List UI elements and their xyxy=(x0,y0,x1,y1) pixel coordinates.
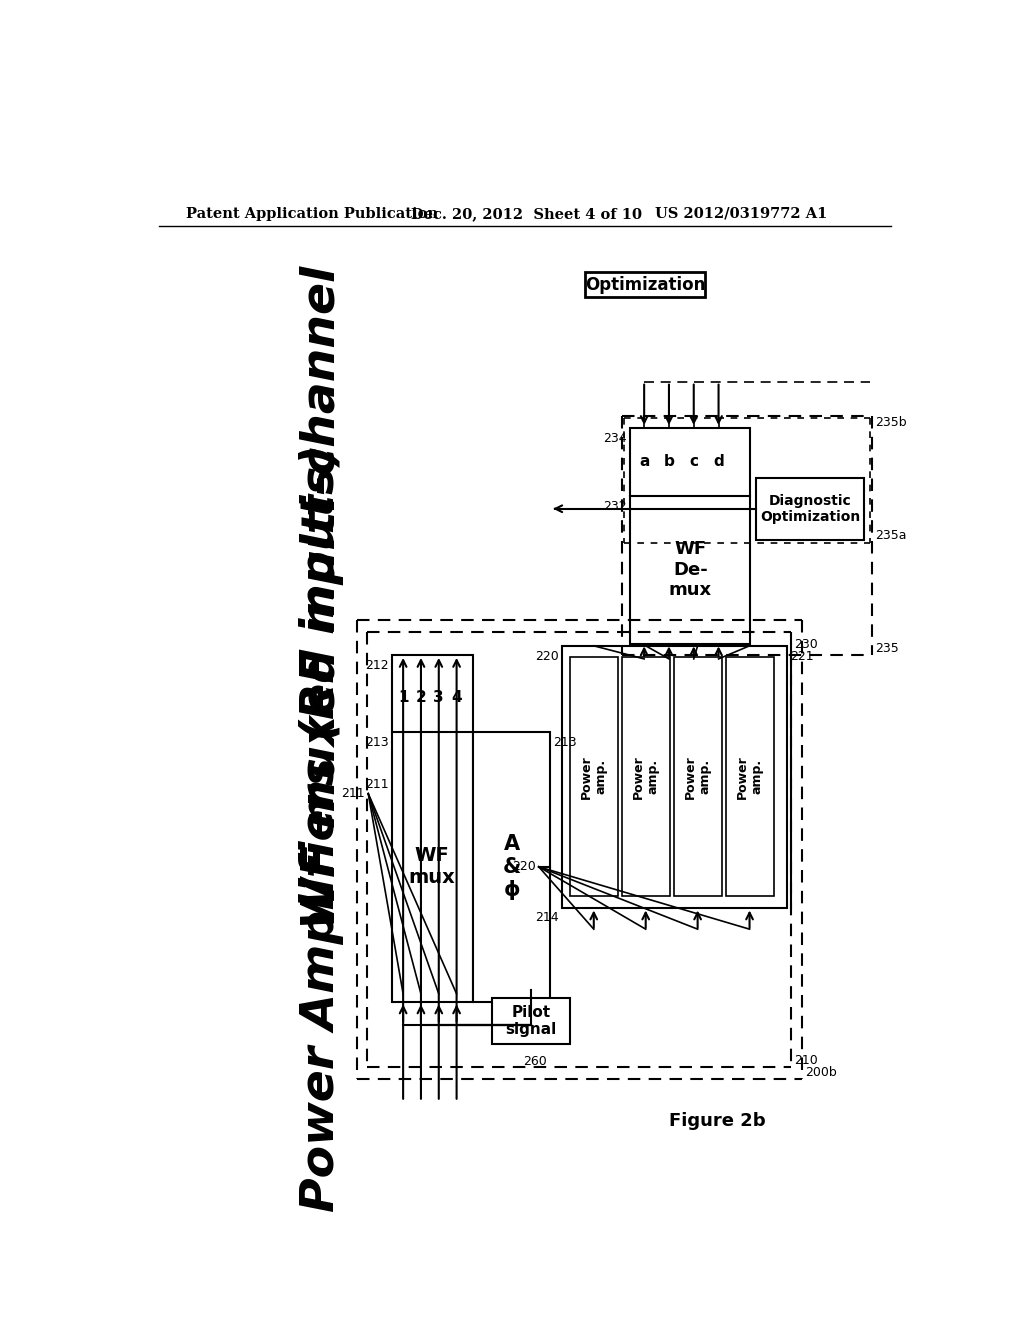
Text: 235a: 235a xyxy=(876,529,906,543)
Text: 213: 213 xyxy=(365,737,388,748)
Text: 234: 234 xyxy=(603,432,627,445)
Text: 2: 2 xyxy=(416,690,426,705)
Bar xyxy=(630,428,751,644)
Text: Power
amp.: Power amp. xyxy=(735,755,764,799)
Text: US 2012/0319772 A1: US 2012/0319772 A1 xyxy=(655,207,827,220)
Text: 220: 220 xyxy=(536,649,559,663)
Text: a: a xyxy=(639,454,649,470)
Text: 210: 210 xyxy=(794,1053,817,1067)
Text: Power Amplifiers (RF inputs): Power Amplifiers (RF inputs) xyxy=(299,445,344,1212)
Text: 214: 214 xyxy=(536,911,559,924)
Text: 230: 230 xyxy=(794,638,817,651)
Text: Power
amp.: Power amp. xyxy=(632,755,659,799)
Bar xyxy=(586,272,706,297)
Text: 221: 221 xyxy=(790,649,813,663)
Text: Figure 2b: Figure 2b xyxy=(669,1111,765,1130)
Text: 232: 232 xyxy=(603,499,627,512)
Text: A
&
ϕ: A & ϕ xyxy=(503,834,521,900)
Bar xyxy=(493,998,569,1044)
Text: 211: 211 xyxy=(365,779,388,791)
Text: Dec. 20, 2012  Sheet 4 of 10: Dec. 20, 2012 Sheet 4 of 10 xyxy=(411,207,642,220)
Text: 200b: 200b xyxy=(805,1065,837,1078)
Bar xyxy=(391,655,473,1002)
Text: WF
De-
mux: WF De- mux xyxy=(669,540,712,599)
Text: Patent Application Publication: Patent Application Publication xyxy=(186,207,438,220)
Bar xyxy=(756,478,864,540)
Bar xyxy=(473,733,550,1002)
Bar xyxy=(569,657,617,896)
Text: 211: 211 xyxy=(342,787,366,800)
Text: 213: 213 xyxy=(554,737,578,748)
Text: Power
amp.: Power amp. xyxy=(684,755,712,799)
Text: 235: 235 xyxy=(876,642,899,655)
Text: Optimization: Optimization xyxy=(585,276,706,293)
Text: Power
amp.: Power amp. xyxy=(580,755,608,799)
Bar xyxy=(726,657,773,896)
Text: 260: 260 xyxy=(523,1056,547,1068)
Text: 220: 220 xyxy=(512,861,536,874)
Text: b: b xyxy=(664,454,675,470)
Bar xyxy=(562,645,786,908)
Text: Pilot
signal: Pilot signal xyxy=(506,1005,557,1038)
Bar xyxy=(674,657,722,896)
Text: WF
mux: WF mux xyxy=(409,846,456,887)
Text: Diagnostic
Optimization: Diagnostic Optimization xyxy=(760,494,860,524)
Text: WF muxed multi-channel: WF muxed multi-channel xyxy=(299,265,344,929)
Bar xyxy=(622,657,670,896)
Text: 4: 4 xyxy=(452,690,462,705)
Text: d: d xyxy=(713,454,724,470)
Text: 3: 3 xyxy=(433,690,444,705)
Text: c: c xyxy=(689,454,698,470)
Text: 235b: 235b xyxy=(876,416,906,429)
Text: 212: 212 xyxy=(365,659,388,672)
Text: 1: 1 xyxy=(398,690,409,705)
